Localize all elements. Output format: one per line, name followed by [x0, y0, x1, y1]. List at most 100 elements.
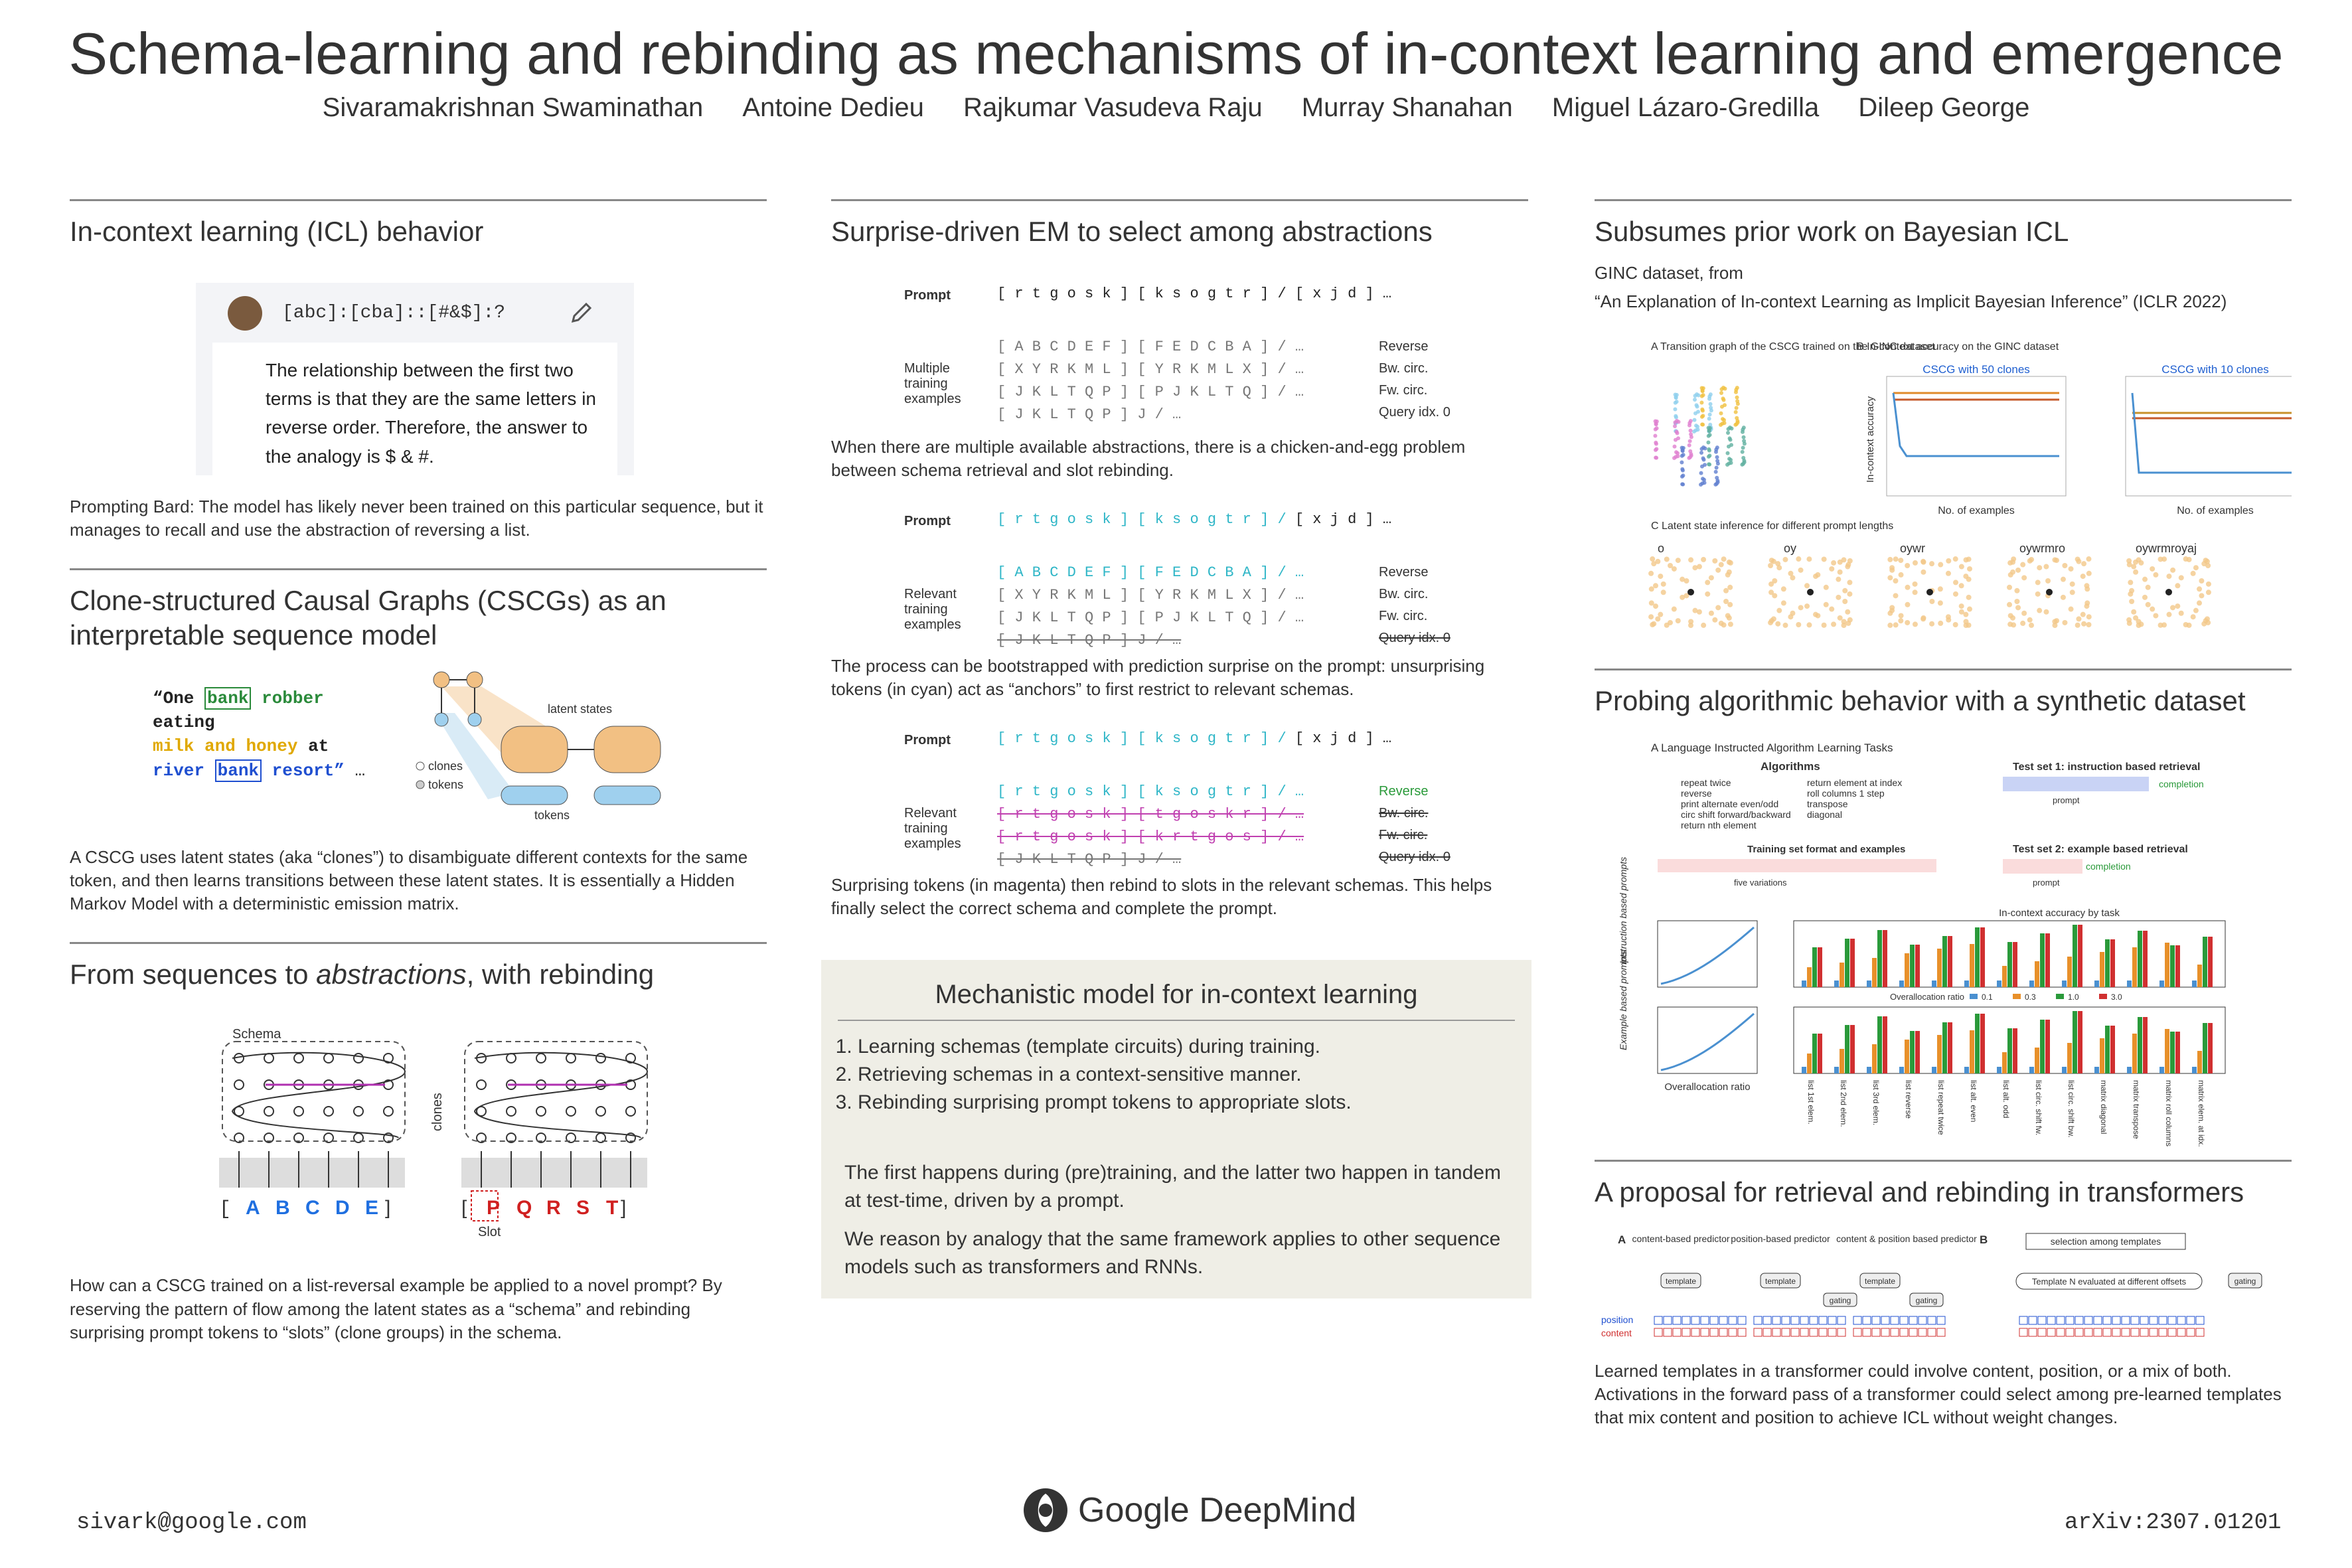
- svg-text:repeat twice: repeat twice: [1681, 777, 1731, 788]
- sequence-letter: S: [576, 1197, 589, 1219]
- accuracy-bar: [2132, 947, 2137, 988]
- clone-node: [353, 1053, 364, 1064]
- email[interactable]: sivark@google.com: [76, 1510, 307, 1535]
- clone-node: [383, 1053, 394, 1064]
- accuracy-bar: [1932, 980, 1936, 988]
- cscg-diagram: latent states tokens clones tokens: [416, 671, 661, 819]
- accuracy-bar: [2192, 980, 2197, 988]
- column-middle: Surprise-driven EM to select among abstr…: [821, 199, 1531, 1299]
- clone-node: [566, 1133, 576, 1144]
- accuracy-bar: [2067, 957, 2072, 988]
- clone-node: [264, 1106, 274, 1117]
- accuracy-bar: [2110, 1026, 2115, 1074]
- svg-text:B: B: [1980, 1233, 1988, 1246]
- author: Miguel Lázaro-Gredilla: [1551, 93, 1820, 122]
- accuracy-bar: [2208, 937, 2213, 988]
- sequence-letter: T: [606, 1197, 618, 1219]
- legend-clones: clones: [428, 759, 463, 773]
- task-label: list 1st elem.: [1806, 1080, 1816, 1125]
- accuracy-bar: [1980, 1014, 1985, 1074]
- accuracy-bar: [1845, 939, 1849, 988]
- clone-node: [536, 1133, 546, 1144]
- accuracy-bar: [2045, 933, 2050, 988]
- task-label: matrix roll columns: [2164, 1080, 2173, 1146]
- task-label: list 3rd elem.: [1871, 1080, 1881, 1125]
- edit-icon[interactable]: [568, 300, 594, 327]
- clone-node: [625, 1106, 636, 1117]
- author: Dileep George: [1858, 93, 2030, 122]
- accuracy-bar: [2100, 1038, 2104, 1074]
- arxiv-id[interactable]: arXiv:2307.01201: [2065, 1510, 2282, 1535]
- section-heading: Surprise-driven EM to select among abstr…: [831, 216, 1433, 247]
- accuracy-bar: [1915, 945, 1920, 988]
- svg-text:content-based predictor: content-based predictor: [1632, 1233, 1729, 1244]
- section-heading: A proposal for retrieval and rebinding i…: [1595, 1176, 2244, 1208]
- svg-text:Training set format and exampl: Training set format and examples: [1747, 844, 1905, 855]
- accuracy-bar: [2127, 980, 2132, 988]
- accuracy-bar: [1942, 936, 1947, 988]
- svg-text:In-context accuracy by task: In-context accuracy by task: [1999, 907, 2120, 919]
- accuracy-bar: [1802, 1067, 1806, 1074]
- task-label: matrix transpose: [2132, 1080, 2141, 1139]
- accuracy-bar: [1899, 980, 1904, 988]
- svg-text:Test set 1: instruction based: Test set 1: instruction based retrieval: [2013, 761, 2200, 773]
- svg-text:Test set 2: example based retr: Test set 2: example based retrieval: [2013, 844, 2188, 855]
- svg-text:Example based prompts: Example based prompts: [1618, 950, 1628, 1050]
- task-label: list 2nd elem.: [1839, 1080, 1848, 1127]
- accuracy-bar: [2175, 945, 2180, 988]
- accuracy-bar: [2013, 1028, 2017, 1074]
- svg-text:content & position based predi: content & position based predictor: [1836, 1233, 1977, 1244]
- accuracy-bar: [2203, 1023, 2207, 1074]
- accuracy-bar: [1845, 1025, 1849, 1074]
- author: Murray Shanahan: [1301, 93, 1513, 122]
- accuracy-bar: [1877, 1016, 1882, 1074]
- section-heading: Probing algorithmic behavior with a synt…: [1595, 684, 2246, 716]
- accuracy-bar: [2105, 939, 2110, 988]
- accuracy-bar: [2159, 1067, 2164, 1074]
- accuracy-bar: [2073, 1011, 2077, 1074]
- svg-text:oywr: oywr: [1900, 542, 1925, 555]
- svg-text:Overallocation ratio: Overallocation ratio: [1664, 1081, 1750, 1093]
- accuracy-bar: [1867, 1067, 1871, 1074]
- svg-text:No. of examples: No. of examples: [2177, 505, 2254, 516]
- accuracy-bar: [2094, 1067, 2099, 1074]
- sequence-letter: R: [546, 1197, 561, 1219]
- author: Sivaramakrishnan Swaminathan: [322, 93, 704, 122]
- accuracy-bar: [2100, 952, 2104, 988]
- mechanistic-box: Mechanistic model for in-context learnin…: [821, 960, 1531, 1299]
- probe-figure: A Language Instructed Algorithm Learning…: [1618, 742, 2226, 1147]
- accuracy-bar: [1970, 1030, 1974, 1074]
- accuracy-bar: [1970, 944, 1974, 988]
- accuracy-bar: [2175, 1032, 2180, 1074]
- accuracy-bar: [2073, 925, 2077, 988]
- tokens-label: tokens: [534, 809, 570, 819]
- task-label: list circ. shift bw.: [2067, 1080, 2076, 1138]
- panel-title: CSCG with 50 clones: [1922, 363, 2030, 376]
- svg-text:1.0: 1.0: [2068, 992, 2079, 1002]
- accuracy-bar: [2094, 980, 2099, 988]
- svg-text:content: content: [1601, 1328, 1632, 1338]
- svg-text:A Transition graph of the CS: A Transition graph of the CSCG trained o…: [1651, 341, 1935, 353]
- accuracy-bar: [2062, 1067, 2067, 1074]
- accuracy-bar: [2045, 1020, 2050, 1074]
- accuracy-bar: [2040, 1020, 2045, 1074]
- abstraction-caption: How can a CSCG trained on a list-reversa…: [70, 1275, 722, 1342]
- accuracy-bar: [2170, 1032, 2175, 1074]
- svg-text:return nth element: return nth element: [1681, 820, 1757, 830]
- clone-node: [264, 1133, 274, 1144]
- section-heading: Clone-structured Causal Graphs (CSCGs) a…: [70, 584, 666, 651]
- poster-title: Schema-learning and rebinding as mechani…: [68, 21, 2284, 86]
- clones-label: clones: [430, 1093, 445, 1132]
- accuracy-bar: [2159, 980, 2164, 988]
- em-block-1: Prompt [ r t g o s k ] [ k s o g t r ] /…: [904, 285, 1450, 423]
- svg-text:0.1: 0.1: [1982, 992, 1993, 1002]
- svg-text:completion: completion: [2086, 861, 2131, 872]
- accuracy-bar: [2105, 1026, 2110, 1074]
- clone-node: [595, 1053, 606, 1064]
- svg-text:gating: gating: [1916, 1296, 1938, 1305]
- task-label: list reverse: [1904, 1080, 1913, 1119]
- svg-text:oy: oy: [1784, 542, 1796, 555]
- accuracy-bar: [1975, 927, 1980, 988]
- author: Rajkumar Vasudeva Raju: [963, 93, 1263, 122]
